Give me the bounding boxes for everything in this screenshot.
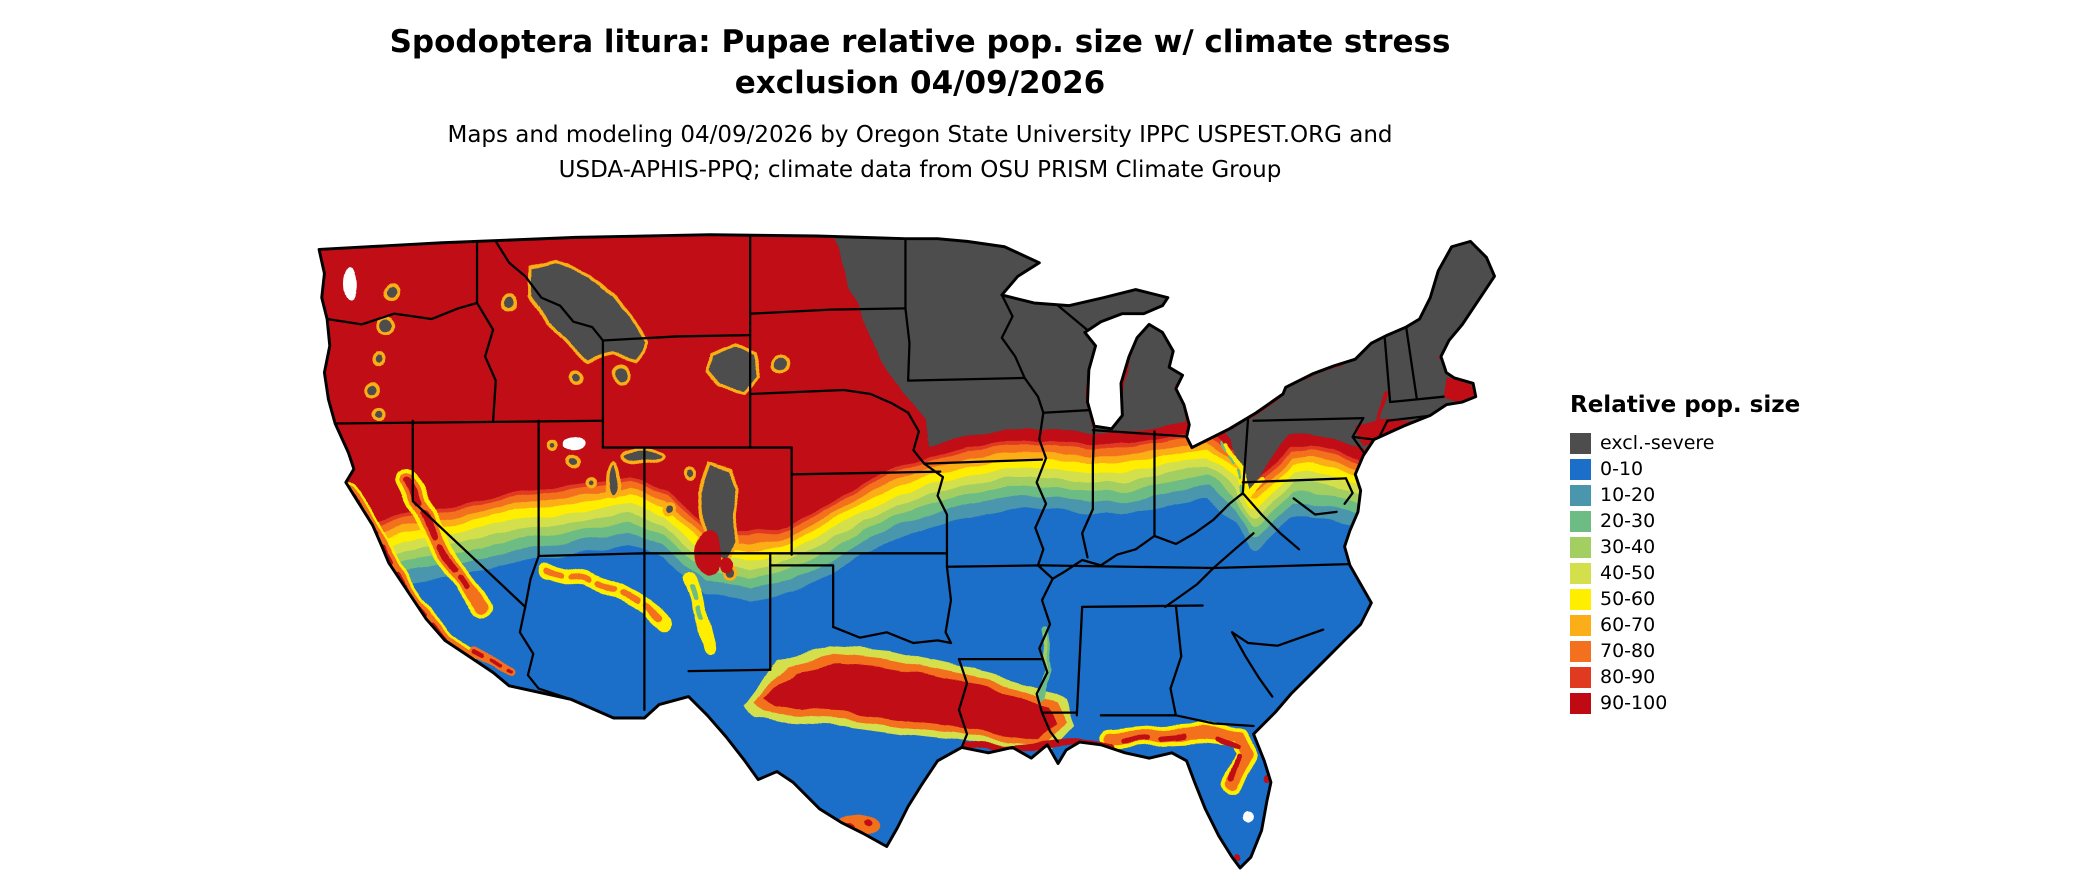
legend-swatch: [1570, 640, 1591, 662]
legend-swatch: [1570, 614, 1591, 636]
legend-swatch: [1570, 588, 1591, 610]
detail-bands-30-40: [1041, 633, 1050, 675]
legend-item: 70-80: [1570, 638, 1800, 664]
legend-item: 80-90: [1570, 664, 1800, 690]
legend-swatch: [1570, 692, 1591, 714]
legend-label: 50-60: [1600, 588, 1656, 610]
figure-subtitle-line1: Maps and modeling 04/09/2026 by Oregon S…: [447, 122, 1393, 148]
legend-label: 0-10: [1600, 458, 1644, 480]
legend-label: excl.-severe: [1600, 432, 1715, 454]
legend-label: 90-100: [1600, 692, 1668, 714]
us-map: [308, 228, 1527, 884]
legend-label: 80-90: [1600, 666, 1656, 688]
legend-swatch: [1570, 536, 1591, 558]
legend: Relative pop. size excl.-severe 0-10 10-20…: [1570, 392, 1800, 716]
region-excl-severe-rockies: [364, 259, 790, 582]
legend-label: 70-80: [1600, 640, 1656, 662]
legend-item: 10-20: [1570, 482, 1800, 508]
figure-subtitle-line2: USDA-APHIS-PPQ; climate data from OSU PR…: [558, 156, 1282, 183]
figure-title-line1: Spodoptera litura: Pupae relative pop. s…: [389, 24, 1451, 60]
legend-label: 40-50: [1600, 562, 1656, 584]
legend-swatch: [1570, 458, 1591, 480]
legend-item: 40-50: [1570, 560, 1800, 586]
legend-item: 0-10: [1570, 456, 1800, 482]
legend-item: 30-40: [1570, 534, 1800, 560]
us-map-svg: [317, 233, 1496, 870]
figure-title-line2: exclusion 04/09/2026: [734, 64, 1106, 101]
legend-label: 30-40: [1600, 536, 1656, 558]
legend-title: Relative pop. size: [1570, 392, 1801, 418]
inland-water: [344, 266, 1251, 820]
figure-subtitle: Maps and modeling 04/09/2026 by Oregon S…: [0, 118, 1840, 187]
legend-swatch: [1570, 510, 1591, 532]
map-outline: [317, 233, 1496, 870]
state-borders: [325, 234, 1445, 749]
legend-swatch: [1570, 666, 1591, 688]
legend-items: excl.-severe 0-10 10-20 20-30 30-40 40-50 50-6…: [1570, 430, 1800, 716]
legend-swatch: [1570, 562, 1591, 584]
legend-item: 50-60: [1570, 586, 1800, 612]
legend-swatch: [1570, 432, 1591, 454]
legend-swatch: [1570, 484, 1591, 506]
legend-item: 90-100: [1570, 690, 1800, 716]
legend-item: 60-70: [1570, 612, 1800, 638]
legend-item: 20-30: [1570, 508, 1800, 534]
legend-label: 10-20: [1600, 484, 1656, 506]
legend-label: 20-30: [1600, 510, 1656, 532]
region-texas-gulf-90-100-core: [763, 663, 1056, 740]
legend-label: 60-70: [1600, 614, 1656, 636]
legend-item: excl.-severe: [1570, 430, 1800, 456]
figure-title: Spodoptera litura: Pupae relative pop. s…: [0, 22, 1840, 104]
